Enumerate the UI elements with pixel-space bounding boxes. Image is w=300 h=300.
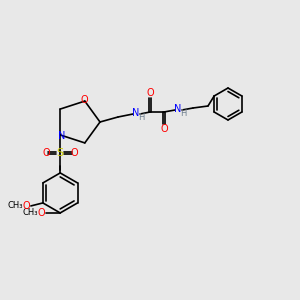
Text: CH₃: CH₃	[7, 201, 22, 210]
Text: O: O	[70, 148, 78, 158]
Text: CH₃: CH₃	[22, 208, 38, 217]
Text: O: O	[146, 88, 154, 98]
Text: H: H	[138, 113, 144, 122]
Text: O: O	[42, 148, 50, 158]
Text: N: N	[132, 108, 140, 118]
Text: N: N	[58, 131, 65, 141]
Text: S: S	[57, 148, 64, 158]
Text: N: N	[174, 104, 182, 114]
Text: O: O	[38, 208, 45, 218]
Text: O: O	[81, 95, 88, 105]
Text: H: H	[180, 110, 186, 118]
Text: O: O	[160, 124, 168, 134]
Text: O: O	[22, 201, 30, 211]
